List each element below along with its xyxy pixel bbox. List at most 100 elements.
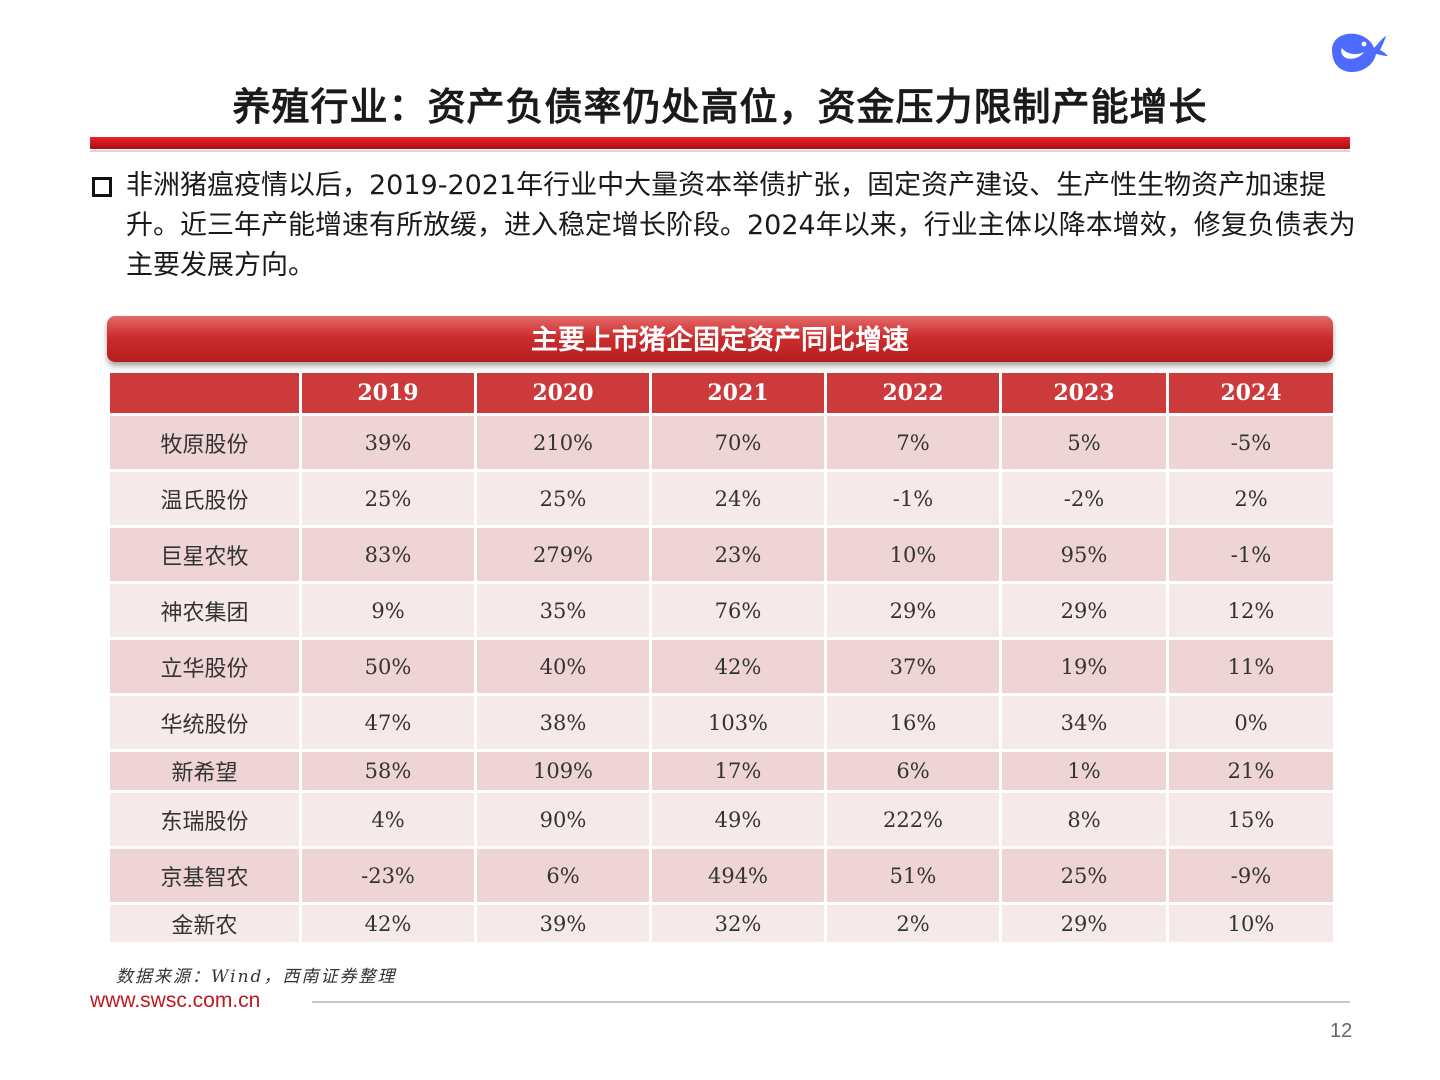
table-cell: 58% [299, 750, 477, 793]
table-cell: 6% [474, 847, 652, 905]
table-cell: -5% [1166, 414, 1336, 472]
data-source-note: 数据来源：Wind，西南证券整理 [116, 967, 397, 987]
table-cell: 35% [474, 582, 652, 640]
company-name: 华统股份 [107, 694, 302, 752]
header-year: 2022 [824, 373, 1002, 416]
table-title-banner: 主要上市猪企固定资产同比增速 [107, 316, 1333, 362]
table-row: 京基智农 -23% 6% 494% 51% 25% -9% [107, 847, 1336, 905]
table-cell: -23% [299, 847, 477, 905]
table-cell: 24% [649, 470, 827, 528]
table-cell: 109% [474, 750, 652, 793]
table-cell: 222% [824, 791, 1002, 849]
header-year: 2023 [999, 373, 1169, 416]
company-name: 神农集团 [107, 582, 302, 640]
bullet-text: 非洲猪瘟疫情以后，2019-2021年行业中大量资本举债扩张，固定资产建设、生产… [126, 170, 1356, 281]
table-cell: 5% [999, 414, 1169, 472]
company-name: 东瑞股份 [107, 791, 302, 849]
table-cell: 15% [1166, 791, 1336, 849]
table-cell: 494% [649, 847, 827, 905]
table-cell: 38% [474, 694, 652, 752]
table-cell: 50% [299, 638, 477, 696]
header-year: 2019 [299, 373, 477, 416]
title-underline-bar [90, 137, 1350, 149]
title-underline-shadow [90, 150, 1350, 152]
table-cell: 9% [299, 582, 477, 640]
table-cell: 10% [824, 526, 1002, 584]
fixed-asset-growth-table: 2019 2020 2021 2022 2023 2024 牧原股份 39% 2… [107, 373, 1336, 945]
table-cell: -2% [999, 470, 1169, 528]
table-cell: 2% [824, 903, 1002, 945]
table-cell: 16% [824, 694, 1002, 752]
bullet-square-icon [92, 177, 112, 197]
table-cell: 29% [824, 582, 1002, 640]
table-cell: -1% [1166, 526, 1336, 584]
table-cell: -1% [824, 470, 1002, 528]
table-cell: 95% [999, 526, 1169, 584]
table-cell: 51% [824, 847, 1002, 905]
header-year: 2024 [1166, 373, 1336, 416]
table-row: 立华股份 50% 40% 42% 37% 19% 11% [107, 638, 1336, 696]
table-row: 巨星农牧 83% 279% 23% 10% 95% -1% [107, 526, 1336, 584]
company-name: 新希望 [107, 750, 302, 793]
table-cell: 90% [474, 791, 652, 849]
table-cell: 49% [649, 791, 827, 849]
table-cell: 12% [1166, 582, 1336, 640]
header-year: 2020 [474, 373, 652, 416]
table-cell: 17% [649, 750, 827, 793]
table-cell: 83% [299, 526, 477, 584]
table-cell: 25% [474, 470, 652, 528]
table-header-row: 2019 2020 2021 2022 2023 2024 [107, 373, 1336, 416]
table-row: 神农集团 9% 35% 76% 29% 29% 12% [107, 582, 1336, 640]
table-cell: 40% [474, 638, 652, 696]
table-row: 温氏股份 25% 25% 24% -1% -2% 2% [107, 470, 1336, 528]
table-cell: 11% [1166, 638, 1336, 696]
table-cell: 2% [1166, 470, 1336, 528]
table-cell: 42% [299, 903, 477, 945]
table-row: 牧原股份 39% 210% 70% 7% 5% -5% [107, 414, 1336, 472]
table-cell: 25% [999, 847, 1169, 905]
whale-logo-icon [1326, 28, 1390, 78]
table-row: 东瑞股份 4% 90% 49% 222% 8% 15% [107, 791, 1336, 849]
table-cell: 37% [824, 638, 1002, 696]
table-cell: 34% [999, 694, 1169, 752]
table-cell: 279% [474, 526, 652, 584]
table-cell: 0% [1166, 694, 1336, 752]
table-cell: 23% [649, 526, 827, 584]
table-cell: 70% [649, 414, 827, 472]
table-cell: 10% [1166, 903, 1336, 945]
company-name: 金新农 [107, 903, 302, 945]
company-name: 京基智农 [107, 847, 302, 905]
table-cell: 32% [649, 903, 827, 945]
table-cell: 103% [649, 694, 827, 752]
table-cell: 8% [999, 791, 1169, 849]
table-row: 华统股份 47% 38% 103% 16% 34% 0% [107, 694, 1336, 752]
table-cell: 7% [824, 414, 1002, 472]
table-row: 新希望 58% 109% 17% 6% 1% 21% [107, 750, 1336, 793]
table-row: 金新农 42% 39% 32% 2% 29% 10% [107, 903, 1336, 945]
company-name: 立华股份 [107, 638, 302, 696]
table-cell: 1% [999, 750, 1169, 793]
page-number: 12 [1330, 1020, 1353, 1042]
table-cell: 19% [999, 638, 1169, 696]
page-title: 养殖行业：资产负债率仍处高位，资金压力限制产能增长 [232, 85, 1208, 129]
table-cell: 47% [299, 694, 477, 752]
company-name: 巨星农牧 [107, 526, 302, 584]
table-cell: 42% [649, 638, 827, 696]
table-cell: 21% [1166, 750, 1336, 793]
table-cell: 39% [299, 414, 477, 472]
table-cell: 29% [999, 903, 1169, 945]
table-cell: -9% [1166, 847, 1336, 905]
table-cell: 4% [299, 791, 477, 849]
table-cell: 6% [824, 750, 1002, 793]
header-corner [107, 373, 302, 416]
footer-divider [312, 1001, 1350, 1003]
table-cell: 39% [474, 903, 652, 945]
table-cell: 29% [999, 582, 1169, 640]
table-cell: 210% [474, 414, 652, 472]
header-year: 2021 [649, 373, 827, 416]
company-name: 温氏股份 [107, 470, 302, 528]
website-link[interactable]: www.swsc.com.cn [90, 989, 261, 1012]
table-cell: 76% [649, 582, 827, 640]
company-name: 牧原股份 [107, 414, 302, 472]
table-cell: 25% [299, 470, 477, 528]
